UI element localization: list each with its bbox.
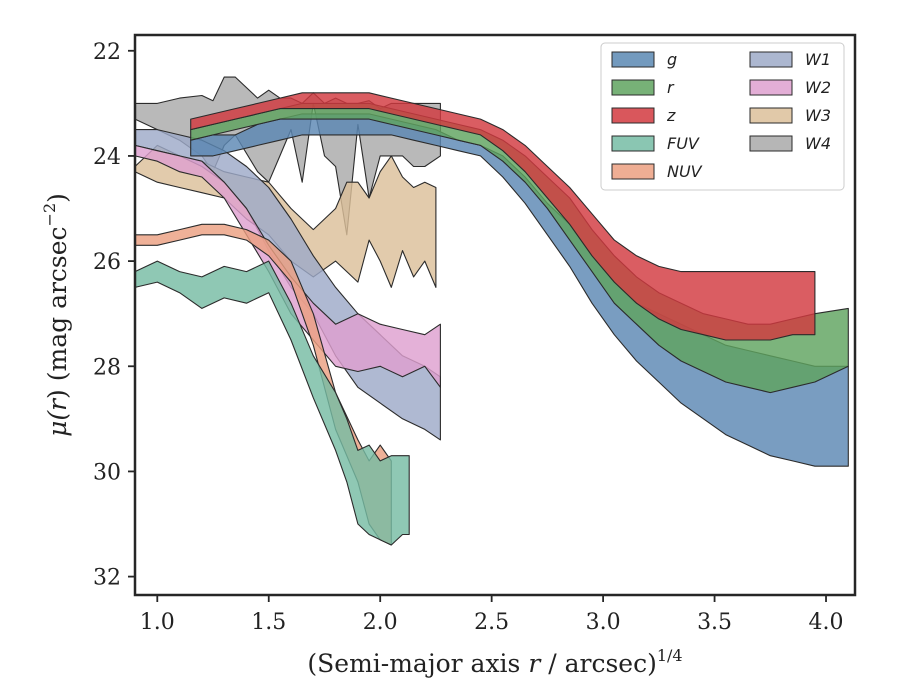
y-tick-label: 32 <box>93 566 121 591</box>
legend-label-g: g <box>667 50 677 69</box>
x-tick-label: 4.0 <box>809 610 844 635</box>
band-z <box>190 92 816 341</box>
legend-swatch-w1 <box>749 51 793 68</box>
legend-label-z: z <box>666 106 676 125</box>
legend-swatch-z <box>611 107 655 124</box>
y-tick-label: 30 <box>93 460 121 485</box>
x-axis-ticks: 1.0 1.5 2.0 2.5 3.0 3.5 4.0 <box>140 595 844 635</box>
y-tick-label: 24 <box>93 145 121 170</box>
legend-label-w4: W4 <box>805 134 831 153</box>
y-label-close: ) <box>43 389 72 399</box>
legend-swatch-g <box>611 51 655 68</box>
band-fuv <box>134 260 410 546</box>
profile-bands <box>134 76 849 546</box>
legend-swatch-fuv <box>611 135 655 152</box>
y-label-sup: −2 <box>40 203 59 227</box>
legend-label-w3: W3 <box>805 106 831 125</box>
y-label-end: ) <box>43 193 72 203</box>
y-axis-ticks: 22 24 26 28 30 32 <box>93 40 135 591</box>
y-axis-label: μ(r) (mag arcsec−2) <box>40 193 72 437</box>
legend-swatch-w3 <box>749 107 793 124</box>
x-tick-label: 1.0 <box>140 610 175 635</box>
legend-swatch-w2 <box>749 79 793 96</box>
x-axis-label: (Semi-major axis r / arcsec)1/4 <box>307 646 682 678</box>
legend-swatch-r <box>611 79 655 96</box>
x-label-var: r <box>528 649 542 678</box>
y-tick-label: 22 <box>93 40 121 65</box>
legend: grz FUV NUV W1 W2 W3 W4 <box>600 42 845 191</box>
x-tick-label: 3.0 <box>586 610 621 635</box>
legend-swatch-w4 <box>749 135 793 152</box>
x-tick-label: 1.5 <box>251 610 286 635</box>
legend-label-w1: W1 <box>805 50 831 69</box>
x-label-sup: 1/4 <box>657 646 683 665</box>
legend-label-fuv: FUV <box>667 134 700 153</box>
x-tick-label: 3.5 <box>697 610 732 635</box>
y-label-unit: (mag arcsec <box>43 226 72 389</box>
legend-swatch-nuv <box>611 163 655 180</box>
x-tick-label: 2.0 <box>363 610 398 635</box>
legend-label-nuv: NUV <box>667 162 703 181</box>
band-w2 <box>134 144 441 388</box>
y-tick-label: 26 <box>93 250 121 275</box>
x-tick-label: 2.5 <box>474 610 509 635</box>
legend-label-r: r <box>667 78 675 97</box>
y-label-var: r <box>43 397 72 411</box>
y-label-mu: μ( <box>43 410 72 437</box>
legend-label-w2: W2 <box>805 78 831 97</box>
y-tick-label: 28 <box>93 355 121 380</box>
plot-frame <box>133 33 857 597</box>
x-label-prefix: (Semi-major axis <box>307 649 528 678</box>
x-label-middle: / arcsec) <box>540 649 657 678</box>
